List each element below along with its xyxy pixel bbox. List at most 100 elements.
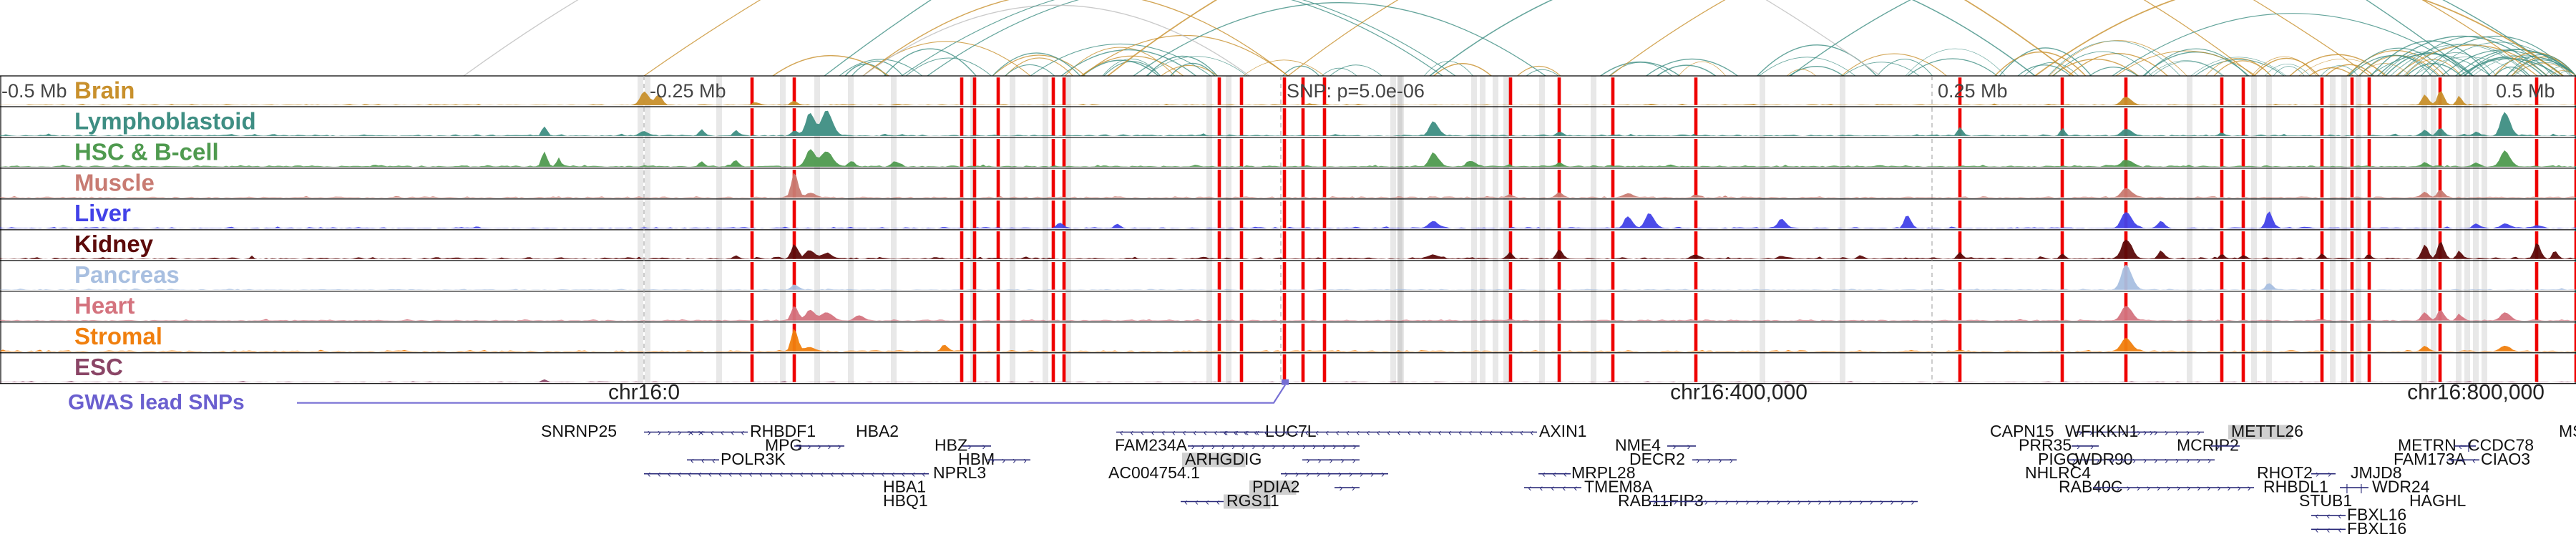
- svg-text:›: ›: [1302, 440, 1306, 452]
- svg-text:›: ›: [2150, 427, 2153, 438]
- svg-text:‹: ‹: [711, 427, 714, 438]
- svg-text:‹: ‹: [851, 468, 854, 480]
- svg-text:‹: ‹: [1367, 427, 1370, 438]
- svg-text:‹: ‹: [678, 468, 681, 480]
- svg-text:LUC7L: LUC7L: [1265, 422, 1317, 440]
- svg-text:‹: ‹: [1500, 427, 1503, 438]
- svg-text:›: ›: [991, 454, 995, 465]
- svg-text:›: ›: [678, 427, 681, 438]
- svg-text:›: ›: [658, 427, 661, 438]
- svg-text:›: ›: [1338, 468, 1342, 480]
- svg-text:‹: ‹: [1285, 427, 1289, 438]
- svg-text:›: ›: [2238, 482, 2241, 493]
- svg-text:‹: ‹: [2327, 523, 2331, 535]
- svg-text:0.5 Mb: 0.5 Mb: [2496, 80, 2555, 102]
- svg-text:‹: ‹: [1377, 427, 1380, 438]
- svg-text:›: ›: [1352, 454, 1356, 465]
- svg-text:›: ›: [1307, 454, 1310, 465]
- svg-text:›: ›: [828, 440, 831, 452]
- svg-text:›: ›: [1339, 482, 1342, 493]
- svg-text:‹: ‹: [1184, 496, 1188, 508]
- svg-text:Lymphoblastoid: Lymphoblastoid: [74, 107, 256, 134]
- svg-text:‹: ‹: [1216, 496, 1220, 508]
- svg-text:‹: ‹: [1387, 427, 1390, 438]
- svg-text:|: |: [2360, 482, 2363, 493]
- svg-text:‹: ‹: [701, 427, 704, 438]
- svg-text:‹: ‹: [1574, 482, 1578, 493]
- svg-text:›: ›: [1013, 454, 1016, 465]
- svg-text:›: ›: [1746, 496, 1750, 508]
- svg-text:‹: ‹: [841, 468, 844, 480]
- svg-text:METTL26: METTL26: [2231, 422, 2303, 440]
- svg-text:‹: ‹: [1563, 482, 1566, 493]
- svg-text:Kidney: Kidney: [74, 231, 154, 257]
- svg-text:›: ›: [2107, 482, 2110, 493]
- svg-text:DECR2: DECR2: [1629, 450, 1685, 468]
- svg-text:‹: ‹: [1274, 427, 1278, 438]
- svg-text:0.25 Mb: 0.25 Mb: [1938, 80, 2008, 102]
- svg-text:‹: ‹: [2462, 454, 2465, 465]
- svg-text:›: ›: [1838, 496, 1842, 508]
- svg-text:›: ›: [1859, 496, 1863, 508]
- svg-text:‹: ‹: [780, 468, 784, 480]
- svg-text:›: ›: [1317, 468, 1320, 480]
- svg-text:›: ›: [1306, 468, 1309, 480]
- svg-text:›: ›: [1807, 496, 1811, 508]
- svg-text:‹: ‹: [718, 468, 722, 480]
- svg-text:FBXL16: FBXL16: [2347, 519, 2406, 537]
- svg-text:MCRIP2: MCRIP2: [2177, 435, 2239, 454]
- svg-text:chr16:800,000: chr16:800,000: [2407, 381, 2545, 405]
- svg-text:›: ›: [2187, 482, 2190, 493]
- svg-text:›: ›: [2111, 454, 2114, 465]
- svg-text:‹: ‹: [698, 468, 702, 480]
- svg-text:‹: ‹: [1264, 427, 1268, 438]
- svg-text:‹: ‹: [2338, 510, 2342, 521]
- svg-text:›: ›: [2165, 454, 2168, 465]
- svg-text:›: ›: [2217, 482, 2220, 493]
- svg-text:‹: ‹: [810, 468, 814, 480]
- svg-text:›: ›: [1292, 440, 1296, 452]
- svg-text:›: ›: [1687, 440, 1691, 452]
- svg-text:›: ›: [2186, 454, 2190, 465]
- svg-text:‹: ‹: [712, 454, 716, 465]
- svg-text:‹: ‹: [1224, 427, 1227, 438]
- svg-text:WFIKKN1: WFIKKN1: [2065, 422, 2138, 440]
- svg-text:‹: ‹: [691, 454, 694, 465]
- svg-text:›: ›: [1330, 454, 1333, 465]
- svg-text:›: ›: [1272, 440, 1276, 452]
- svg-text:‹: ‹: [1214, 427, 1218, 438]
- svg-text:‹: ‹: [1193, 427, 1196, 438]
- svg-text:AXIN1: AXIN1: [1539, 422, 1586, 440]
- svg-text:-0.5 Mb: -0.5 Mb: [1, 80, 67, 102]
- svg-text:›: ›: [1674, 496, 1677, 508]
- svg-text:‹: ‹: [790, 468, 794, 480]
- svg-text:›: ›: [2207, 482, 2210, 493]
- svg-text:‹: ‹: [1195, 496, 1199, 508]
- svg-text:Heart: Heart: [74, 292, 135, 319]
- svg-text:Brain: Brain: [74, 77, 135, 103]
- svg-text:›: ›: [668, 427, 671, 438]
- svg-text:HBA2: HBA2: [856, 422, 899, 440]
- svg-text:›: ›: [2328, 468, 2331, 480]
- svg-text:›: ›: [1342, 440, 1346, 452]
- svg-text:›: ›: [1870, 496, 1873, 508]
- svg-text:‹: ‹: [1553, 468, 1556, 480]
- svg-text:‹: ‹: [1326, 427, 1330, 438]
- svg-text:›: ›: [1332, 440, 1336, 452]
- svg-text:›: ›: [1767, 496, 1770, 508]
- svg-text:›: ›: [1653, 496, 1657, 508]
- svg-text:›: ›: [1787, 496, 1790, 508]
- svg-text:›: ›: [1353, 440, 1357, 452]
- svg-text:›: ›: [1684, 496, 1687, 508]
- svg-text:‹: ‹: [2338, 523, 2342, 535]
- svg-text:HSC & B-cell: HSC & B-cell: [74, 138, 219, 165]
- svg-text:‹: ‹: [800, 468, 804, 480]
- svg-text:›: ›: [1797, 496, 1801, 508]
- svg-text:‹: ‹: [741, 427, 745, 438]
- svg-text:‹: ‹: [749, 468, 753, 480]
- svg-text:‹: ‹: [658, 468, 661, 480]
- svg-text:›: ›: [2117, 482, 2120, 493]
- svg-text:SNP: p=5.0e-06: SNP: p=5.0e-06: [1287, 80, 1425, 102]
- svg-text:‹: ‹: [1204, 427, 1207, 438]
- svg-text:chr16:400,000: chr16:400,000: [1670, 381, 1807, 405]
